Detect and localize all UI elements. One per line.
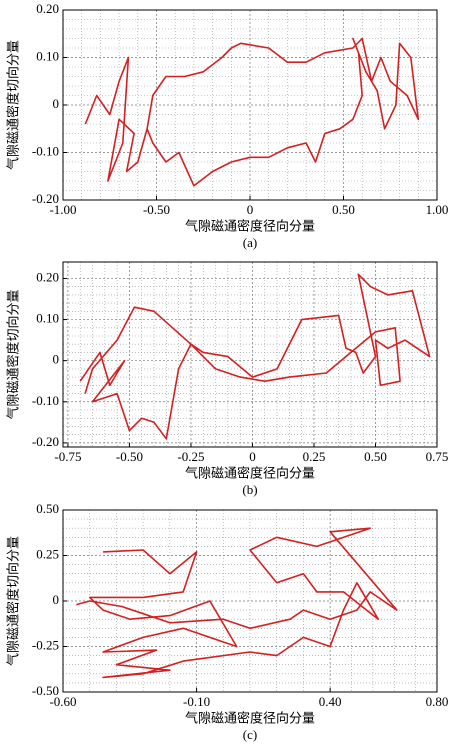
data-line [84, 37, 420, 187]
x-tick-label: -0.25 [177, 449, 204, 464]
data-line [79, 273, 431, 440]
y-tick-label: -0.10 [32, 143, 59, 158]
y-tick-label: 0 [53, 592, 60, 607]
plot-frame [62, 509, 438, 693]
x-tick-label: -0.50 [116, 449, 143, 464]
x-tick-label: 0.50 [364, 449, 387, 464]
caption: (c) [243, 727, 257, 742]
caption: (b) [242, 482, 257, 497]
y-tick-label: -0.20 [32, 434, 59, 449]
x-axis-label: 气隙磁通密度径向分量 [185, 711, 315, 727]
y-tick-label: 0.20 [36, 1, 59, 16]
y-axis-label: 气隙磁通密度切向分量 [6, 536, 22, 666]
x-tick-label: 0.80 [426, 694, 449, 709]
y-tick-label: -0.50 [32, 683, 59, 698]
y-tick-label: 0.50 [36, 501, 59, 516]
y-tick-label: -0.25 [32, 637, 59, 652]
y-tick-label: 0.10 [36, 48, 59, 63]
x-tick-label: 1.00 [426, 202, 449, 217]
x-tick-label: 0.50 [332, 202, 355, 217]
y-axis-label: 气隙磁通密度切向分量 [6, 40, 22, 170]
y-tick-label: 0 [53, 96, 60, 111]
y-tick-label: 0.20 [36, 269, 59, 284]
y-tick-label: 0.10 [36, 311, 59, 326]
x-axis-label: 气隙磁通密度径向分量 [185, 466, 315, 482]
x-tick-label: -0.10 [183, 694, 210, 709]
y-axis-label: 气隙磁通密度切向分量 [6, 289, 22, 419]
y-tick-label: 0.25 [36, 546, 59, 561]
x-tick-label: 0.25 [303, 449, 326, 464]
caption: (a) [243, 235, 257, 250]
x-tick-label: 0 [247, 202, 254, 217]
y-tick-label: -0.10 [32, 393, 59, 408]
x-axis-label: 气隙磁通密度径向分量 [185, 219, 315, 235]
x-tick-label: -1.00 [49, 202, 76, 217]
x-tick-label: -0.50 [143, 202, 170, 217]
x-tick-label: -0.60 [49, 694, 76, 709]
x-tick-label: 0.40 [319, 694, 342, 709]
plot-frame [62, 9, 438, 201]
x-tick-label: 0.75 [426, 449, 449, 464]
x-tick-label: 0 [249, 449, 256, 464]
y-tick-label: 0 [53, 352, 60, 367]
plot-frame [62, 261, 438, 448]
y-tick-label: -0.20 [32, 191, 59, 206]
data-line [76, 527, 398, 679]
x-tick-label: -0.75 [54, 449, 81, 464]
